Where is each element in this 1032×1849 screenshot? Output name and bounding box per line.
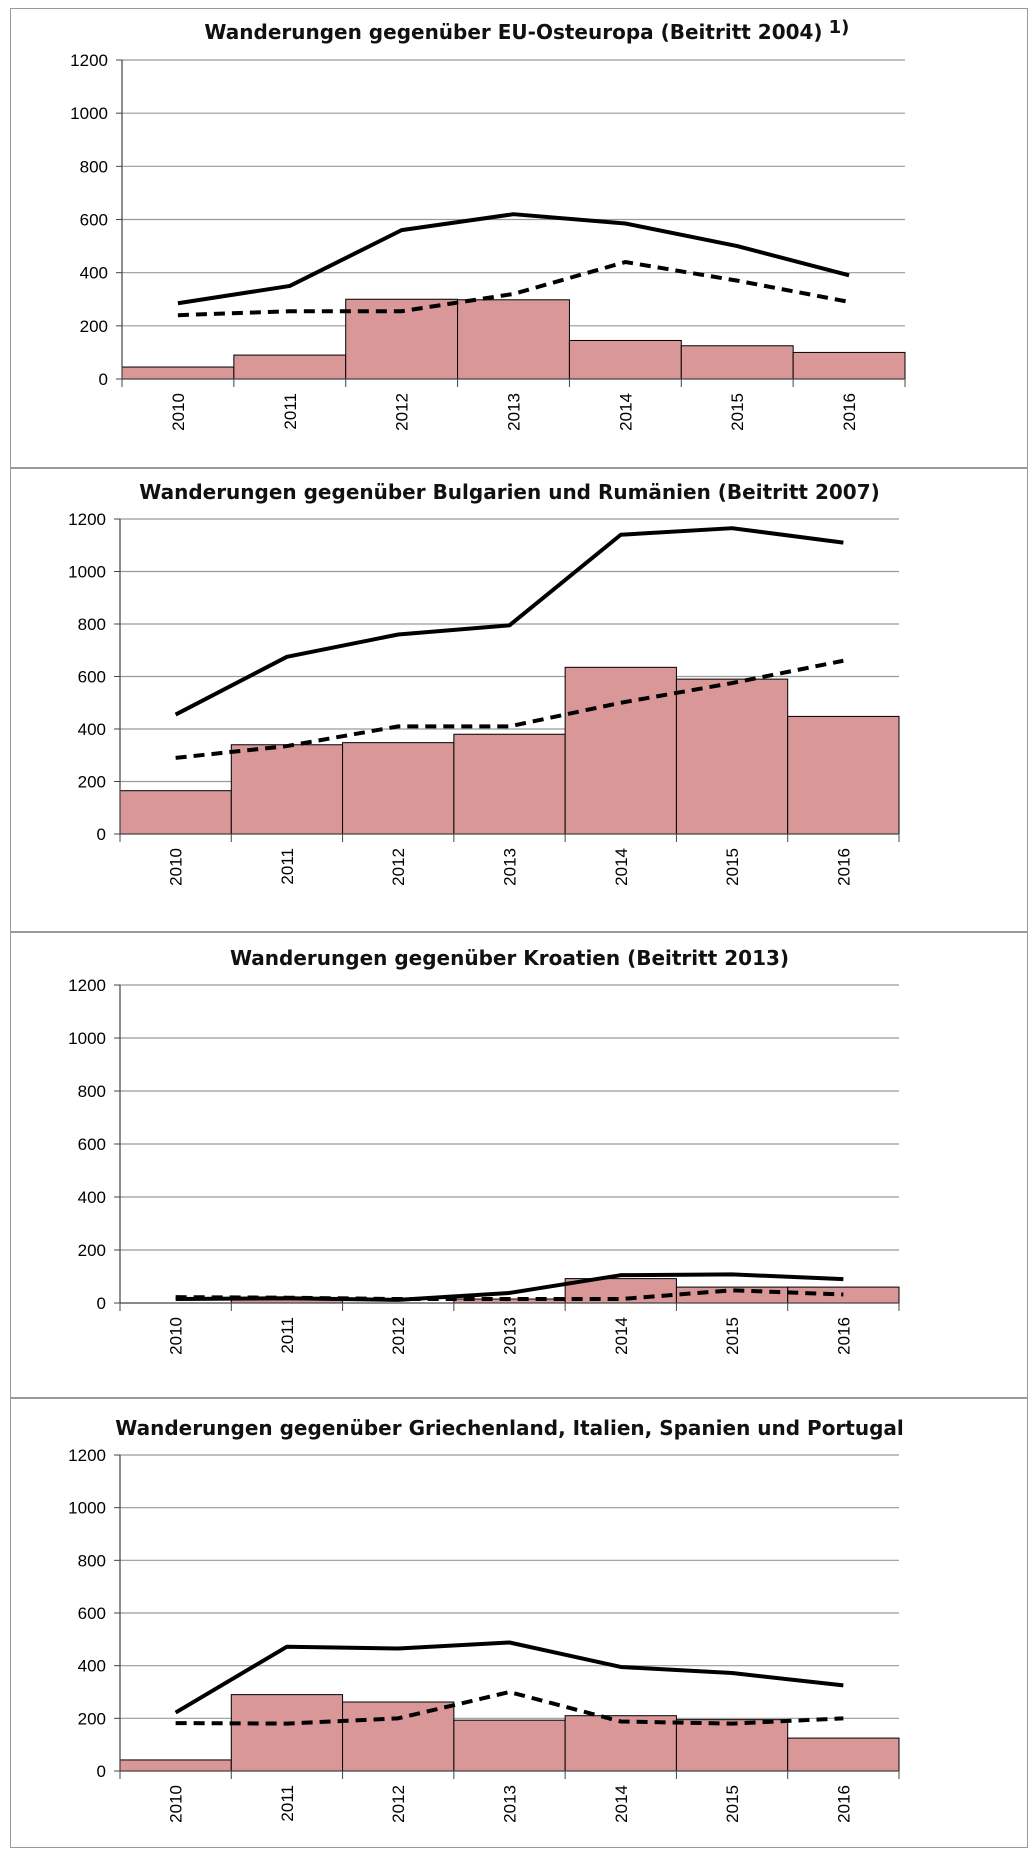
y-tick-label: 600 — [78, 1135, 106, 1154]
dashed-series-line — [175, 1288, 844, 1302]
y-tick-label: 600 — [78, 1604, 106, 1623]
y-tick-label: 0 — [97, 1762, 106, 1781]
bar — [787, 715, 900, 835]
bar — [675, 1286, 789, 1304]
y-tick-label: 0 — [99, 370, 108, 389]
y-tick-label: 400 — [78, 720, 106, 739]
y-tick-label: 200 — [80, 317, 108, 336]
y-tick-label: 800 — [80, 157, 108, 176]
y-tick-label: 0 — [97, 825, 106, 844]
y-tick-label: 1200 — [70, 51, 108, 70]
chart-panel-1: Wanderungen gegenüber EU-Osteuropa (Beit… — [10, 8, 1028, 468]
y-tick-label: 1000 — [70, 104, 108, 123]
y-tick-label: 0 — [97, 1294, 106, 1313]
bar — [787, 1737, 900, 1772]
bar — [564, 1715, 677, 1772]
y-tick-label: 600 — [80, 211, 108, 230]
bar — [568, 339, 682, 380]
x-tick-label: 2012 — [389, 1785, 408, 1823]
x-tick-label: 2016 — [834, 1317, 853, 1355]
x-tick-label: 2015 — [723, 1785, 742, 1823]
chart-panel-4: Wanderungen gegenüber Griechenland, Ital… — [10, 1398, 1028, 1848]
bar — [119, 790, 232, 835]
y-tick-label: 1200 — [68, 510, 106, 529]
x-tick-label: 2011 — [278, 1785, 297, 1822]
dashed-series-line — [175, 658, 844, 760]
x-tick-label: 2013 — [501, 1785, 520, 1823]
bar — [792, 351, 906, 380]
x-tick-label: 2011 — [281, 393, 300, 430]
y-tick-label: 800 — [78, 615, 106, 634]
y-tick-label: 1200 — [68, 1446, 106, 1465]
chart-panel-2: Wanderungen gegenüber Bulgarien und Rumä… — [10, 468, 1028, 932]
bar — [230, 744, 344, 835]
x-tick-label: 2013 — [501, 848, 520, 886]
x-tick-label: 2016 — [834, 848, 853, 886]
x-tick-label: 2015 — [723, 1317, 742, 1355]
chart-title: Wanderungen gegenüber EU-Osteuropa (Beit… — [204, 20, 822, 44]
chart-title: Wanderungen gegenüber Bulgarien und Rumä… — [139, 480, 880, 504]
dashed-series-line — [177, 260, 850, 318]
chart-title: Wanderungen gegenüber Griechenland, Ital… — [115, 1416, 904, 1440]
x-tick-label: 2013 — [501, 1317, 520, 1355]
x-tick-label: 2014 — [612, 1785, 631, 1823]
title-footnote: 1) — [829, 17, 850, 38]
x-tick-label: 2016 — [840, 393, 859, 431]
bar — [787, 1286, 900, 1304]
x-tick-label: 2015 — [723, 848, 742, 886]
y-tick-label: 1000 — [68, 563, 106, 582]
x-tick-label: 2014 — [616, 393, 635, 431]
bar — [675, 1719, 789, 1772]
y-tick-label: 600 — [78, 668, 106, 687]
x-tick-label: 2010 — [169, 393, 188, 431]
x-tick-label: 2012 — [393, 393, 412, 431]
bar — [457, 299, 570, 380]
y-tick-label: 200 — [78, 1709, 106, 1728]
y-tick-label: 800 — [78, 1551, 106, 1570]
bar — [453, 1719, 566, 1772]
x-tick-label: 2012 — [389, 848, 408, 886]
bar — [342, 1701, 455, 1772]
bar — [675, 678, 789, 835]
chart-3: Wanderungen gegenüber Kroatien (Beitritt… — [68, 946, 900, 1355]
solid-series-line — [174, 526, 844, 717]
y-tick-label: 1000 — [68, 1029, 106, 1048]
bar — [119, 1759, 232, 1772]
chart-4: Wanderungen gegenüber Griechenland, Ital… — [68, 1416, 904, 1823]
y-tick-label: 400 — [78, 1657, 106, 1676]
x-tick-label: 2014 — [612, 848, 631, 886]
x-tick-label: 2011 — [278, 1317, 297, 1354]
chart-panel-3: Wanderungen gegenüber Kroatien (Beitritt… — [10, 932, 1028, 1398]
bar — [564, 666, 677, 835]
x-tick-label: 2016 — [834, 1785, 853, 1823]
chart-2: Wanderungen gegenüber Bulgarien und Rumä… — [68, 480, 900, 886]
y-tick-label: 1000 — [68, 1499, 106, 1518]
chart-title: Wanderungen gegenüber Kroatien (Beitritt… — [230, 946, 789, 970]
bar — [121, 366, 235, 380]
x-tick-label: 2014 — [612, 1317, 631, 1355]
bar — [680, 345, 794, 380]
y-tick-label: 200 — [78, 773, 106, 792]
x-tick-label: 2010 — [167, 1317, 186, 1355]
x-tick-label: 2012 — [389, 1317, 408, 1355]
bar — [233, 354, 347, 380]
y-tick-label: 800 — [78, 1082, 106, 1101]
x-tick-label: 2010 — [167, 848, 186, 886]
x-tick-label: 2013 — [505, 393, 524, 431]
y-tick-label: 400 — [78, 1188, 106, 1207]
bar — [230, 1694, 344, 1772]
x-tick-label: 2010 — [167, 1785, 186, 1823]
solid-series-line — [177, 212, 850, 306]
y-tick-label: 400 — [80, 264, 108, 283]
solid-series-line — [174, 1640, 844, 1715]
y-tick-label: 1200 — [68, 976, 106, 995]
x-tick-label: 2011 — [278, 848, 297, 885]
x-tick-label: 2015 — [728, 393, 747, 431]
bar — [342, 742, 455, 835]
y-tick-label: 200 — [78, 1241, 106, 1260]
chart-1: Wanderungen gegenüber EU-Osteuropa (Beit… — [70, 17, 906, 431]
bar — [453, 733, 566, 835]
dashed-series-line — [175, 1690, 844, 1726]
